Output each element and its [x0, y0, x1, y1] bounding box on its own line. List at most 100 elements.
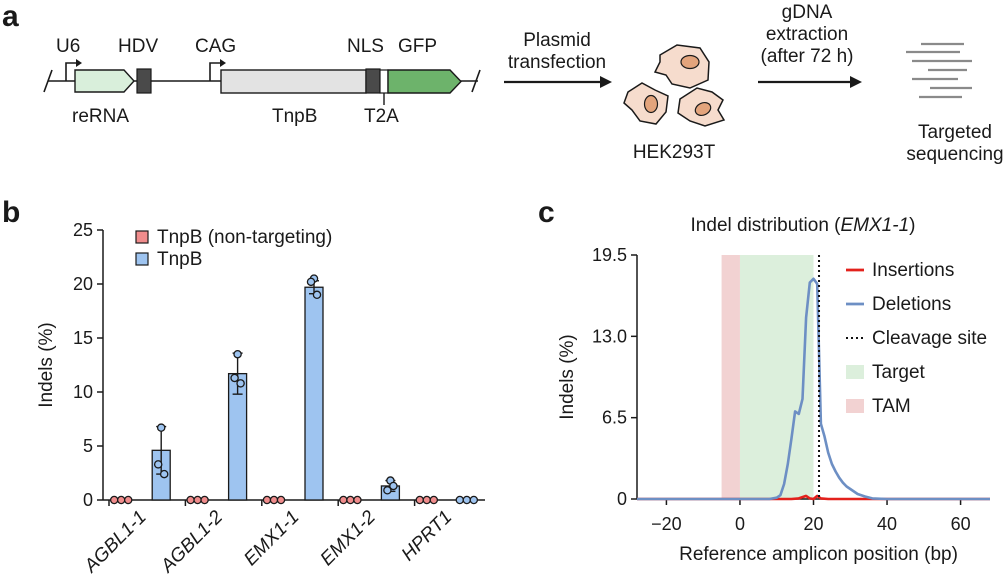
panel-c-letter: c: [538, 196, 555, 229]
sequencing-reads-icon: [906, 42, 972, 99]
cell-top: [653, 44, 710, 89]
plasmid-break-left: [43, 69, 53, 93]
point-agbl1-2-s1-2: [236, 379, 245, 388]
u6-promoter-arrowhead: [76, 59, 82, 67]
tam-region: [721, 255, 740, 499]
y-tick-label-2: 13.0: [592, 326, 627, 346]
gfp-label: GFP: [398, 36, 437, 57]
point-agbl1-1-s1-2: [159, 469, 169, 479]
panel-c-title-suffix: ): [909, 215, 915, 236]
legend-label-1: Deletions: [872, 294, 951, 315]
legend-swatch-4: [846, 399, 864, 413]
nls-label: NLS: [347, 36, 384, 57]
legend-swatch-1: [135, 252, 149, 266]
y-axis-title: Indels (%): [36, 322, 57, 408]
panel-a: a U6 reRNA HDV CAG TnpB NLS T2A GFP: [2, 0, 1004, 165]
hdv-block: [136, 68, 152, 94]
point-emx1-1-s0-1: [269, 495, 279, 505]
gdna-label-line1: gDNA: [782, 2, 833, 23]
gdna-label-line2: extraction: [766, 24, 848, 45]
x-tick-label-4: 60: [951, 514, 971, 534]
point-agbl1-1-s1-0: [156, 423, 166, 432]
point-agbl1-1-s0-2: [123, 495, 133, 505]
point-agbl1-2-s0-1: [193, 495, 202, 505]
cag-label: CAG: [195, 36, 236, 57]
bar-emx1-1-s1: [304, 286, 324, 501]
legend-label-1: TnpB: [157, 249, 202, 270]
category-label-agbl1-2: AGBL1-2: [156, 506, 227, 577]
nls-block: [365, 68, 381, 94]
point-agbl1-1-s1-1: [153, 460, 163, 469]
point-agbl1-1-s0-1: [116, 495, 126, 505]
indel-line-chart: 0 6.5 13.0 19.5 −20 0 20 40 60 Indels (%) Referenc…: [557, 245, 990, 565]
point-agbl1-2-s1-1: [230, 373, 239, 383]
category-label-agbl1-1: AGBL1-1: [80, 507, 151, 578]
point-emx1-2-s0-0: [339, 495, 348, 505]
y-tick-label-1: 5: [83, 436, 93, 456]
panel-c-title-prefix: Indel distribution (: [691, 215, 842, 236]
plasmid-break-right: [471, 69, 481, 93]
bar-chart: 0 5 10 15 20 25 Indels (%) AGBL1-1 AGBL1-2 EMX1-1…: [36, 220, 485, 578]
point-emx1-2-s1-2: [389, 481, 398, 491]
t2a-label: T2A: [364, 106, 399, 127]
point-emx1-2-s0-1: [346, 495, 355, 505]
u6-promoter-arrow: [65, 62, 76, 81]
point-emx1-1-s1-1: [306, 277, 316, 287]
y-tick-label-0: 0: [617, 489, 627, 509]
legend-label-3: Target: [872, 362, 926, 383]
target-region: [739, 255, 814, 499]
point-hprt1-s0-1: [422, 495, 432, 505]
point-emx1-2-s0-2: [353, 495, 362, 505]
point-hprt1-s1-2: [469, 495, 479, 505]
rerna-label: reRNA: [72, 106, 129, 127]
point-hprt1-s1-1: [462, 495, 472, 505]
t2a-block: [379, 69, 389, 94]
tnpb-label: TnpB: [272, 106, 317, 127]
hek293t-cells: [623, 44, 726, 127]
point-emx1-1-s1-2: [312, 290, 322, 300]
panel-c-title: Indel distribution (EMX1-1): [691, 215, 916, 236]
hdv-label: HDV: [118, 36, 158, 57]
category-label-hprt1: HPRT1: [398, 507, 457, 566]
targeted-sequencing-line2: sequencing: [906, 144, 1003, 165]
tnpb-block: [220, 69, 367, 94]
legend-swatch-3: [846, 365, 864, 379]
cag-promoter-arrowhead: [220, 59, 226, 67]
point-hprt1-s0-2: [429, 495, 439, 505]
legend-label-0: TnpB (non-targeting): [157, 227, 332, 248]
y-tick-label-1: 6.5: [602, 408, 627, 428]
x-tick-label-3: 40: [877, 514, 897, 534]
point-hprt1-s0-0: [415, 495, 425, 505]
x-tick-label-0: −20: [651, 514, 682, 534]
legend-label-2: Cleavage site: [872, 328, 987, 349]
legend-swatch-0: [135, 230, 149, 244]
y-axis-title: Indels (%): [557, 334, 578, 420]
hek293t-label: HEK293T: [633, 142, 716, 163]
gfp-block: [387, 69, 462, 94]
transfection-arrowhead: [600, 76, 612, 88]
point-agbl1-2-s1-0: [233, 349, 242, 359]
category-label-emx1-2: EMX1-2: [317, 506, 381, 570]
point-agbl1-1-s0-0: [109, 495, 119, 505]
u6-label: U6: [56, 36, 80, 57]
panel-b-letter: b: [2, 196, 20, 229]
plasmid-transfection-label-line1: Plasmid: [523, 30, 591, 51]
panel-c-title-gene: EMX1-1: [841, 215, 910, 236]
legend-label-0: Insertions: [872, 260, 954, 281]
plasmid-transfection-label-line2: transfection: [508, 52, 606, 73]
point-agbl1-2-s0-0: [186, 495, 195, 505]
panel-c: c Indel distribution (EMX1-1) 0 6.5 13.0 19…: [538, 196, 990, 565]
point-agbl1-2-s0-2: [200, 495, 209, 505]
y-tick-label-4: 20: [73, 274, 93, 294]
cell-left-nucleus: [643, 94, 659, 114]
rerna-block: [74, 69, 135, 93]
gdna-arrowhead: [850, 76, 862, 88]
x-tick-label-2: 20: [803, 514, 823, 534]
point-emx1-1-s0-0: [262, 495, 272, 505]
panel-a-letter: a: [2, 0, 19, 33]
y-tick-label-0: 0: [83, 490, 93, 510]
category-label-emx1-1: EMX1-1: [240, 507, 303, 570]
legend-label-4: TAM: [872, 396, 911, 417]
series-line-deletions: [637, 277, 990, 501]
